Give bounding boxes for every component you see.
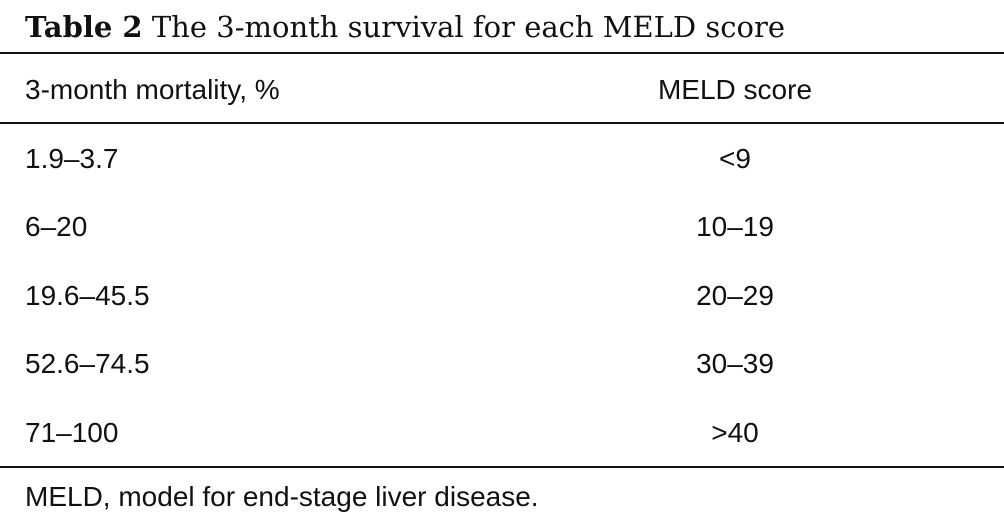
- mortality-cell: 6–20: [25, 211, 88, 242]
- table-row: 71–100 >40: [0, 411, 1004, 455]
- table-footnote: MELD, model for end-stage liver disease.: [25, 481, 539, 512]
- table-row: 1.9–3.7 <9: [0, 137, 1004, 181]
- table-row: 52.6–74.5 30–39: [0, 342, 1004, 386]
- mortality-cell: 1.9–3.7: [25, 143, 119, 174]
- table-row: 6–20 10–19: [0, 205, 1004, 249]
- table-title: The 3-month survival for each MELD score: [151, 10, 785, 44]
- bottom-rule: [0, 466, 1004, 468]
- table-number: Table 2: [25, 10, 143, 44]
- meld-score-cell: 10–19: [696, 211, 774, 242]
- header-rule: [0, 122, 1004, 124]
- header-meld-score: MELD score: [657, 74, 813, 105]
- meld-score-cell: >40: [711, 417, 759, 448]
- mortality-cell: 19.6–45.5: [25, 280, 150, 311]
- meld-score-cell: 20–29: [696, 280, 774, 311]
- meld-score-cell: <9: [719, 143, 751, 174]
- mortality-cell: 71–100: [25, 417, 119, 448]
- table-header-row: 3-month mortality, % MELD score: [0, 68, 1004, 112]
- header-mortality: 3-month mortality, %: [25, 74, 280, 105]
- table-caption: Table 2 The 3-month survival for each ME…: [25, 8, 785, 46]
- top-rule: [0, 52, 1004, 54]
- mortality-cell: 52.6–74.5: [25, 348, 150, 379]
- meld-score-cell: 30–39: [696, 348, 774, 379]
- table-row: 19.6–45.5 20–29: [0, 274, 1004, 318]
